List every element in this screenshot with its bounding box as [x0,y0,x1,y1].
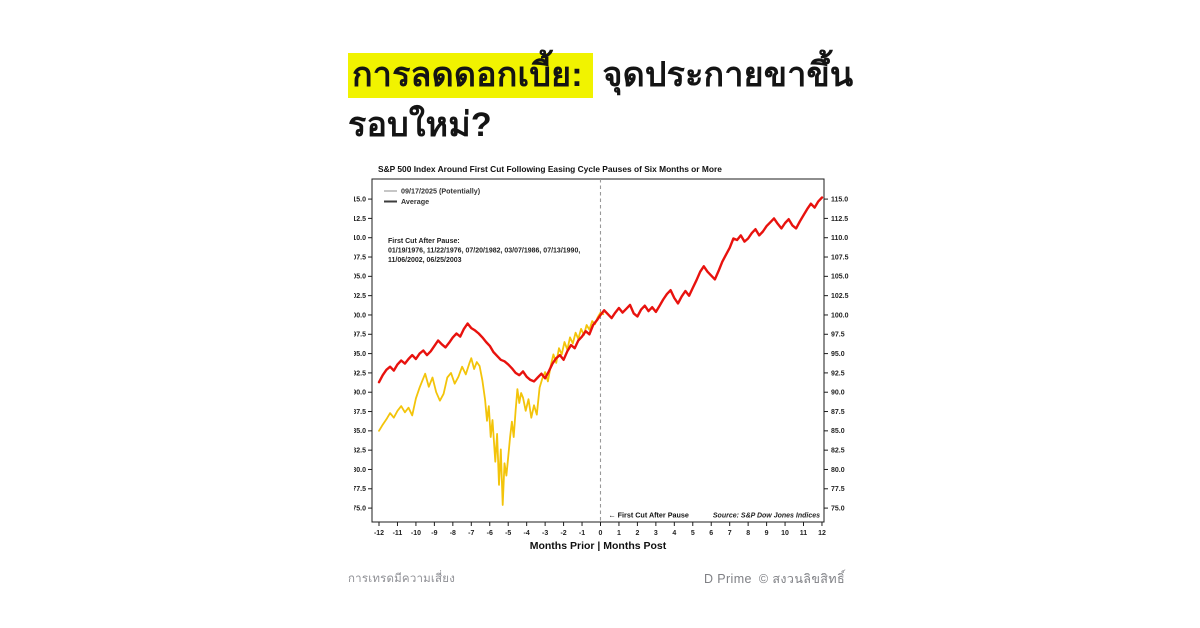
y-tick-label-left: 115.0 [354,196,366,203]
y-tick-label-left: 107.5 [354,254,366,261]
y-tick-label-left: 97.5 [354,332,366,339]
x-tick-label: 8 [746,530,750,537]
y-tick-label-left: 112.5 [354,216,366,223]
y-tick-label-left: 77.5 [354,486,366,493]
brand-name: D Prime [703,572,752,586]
y-tick-label-right: 110.0 [831,235,848,242]
x-tick-label: -6 [487,530,493,537]
y-tick-label-right: 92.5 [831,370,845,377]
y-tick-label-right: 112.5 [831,216,848,223]
y-tick-label-left: 105.0 [354,274,366,281]
legend-label: 09/17/2025 (Potentially) [401,187,481,196]
y-tick-label-right: 102.5 [831,293,849,300]
y-tick-label-left: 100.0 [354,312,366,319]
x-tick-label: -9 [431,530,437,537]
y-tick-label-right: 115.0 [831,196,848,203]
y-tick-label-right: 75.0 [831,505,845,512]
y-tick-label-right: 82.5 [831,448,845,455]
chart-svg: S&P 500 Index Around First Cut Following… [354,164,849,552]
x-tick-label: 7 [728,530,732,537]
x-tick-label: 2 [635,530,639,537]
y-tick-label-left: 85.0 [354,428,366,435]
x-tick-label: 11 [800,530,808,537]
y-tick-label-right: 100.0 [831,312,849,319]
first-cut-arrow-label: ← First Cut After Pause [608,511,688,520]
x-tick-label: 12 [818,530,826,537]
y-tick-label-left: 95.0 [354,351,366,358]
x-tick-label: 1 [617,530,621,537]
title-line-1: การลดดอกเบี้ย: จุดประกายขาขึ้น [348,50,888,100]
x-tick-label: 6 [709,530,713,537]
x-tick-label: 3 [654,530,658,537]
y-tick-label-right: 90.0 [831,390,845,397]
x-tick-label: -8 [450,530,456,537]
series-line-average [377,196,824,384]
footer-disclaimer: การเทรดมีความเสี่ยง [348,573,456,585]
chart-title: S&P 500 Index Around First Cut Following… [378,164,722,174]
copyright-text: © สงวนลิขสิทธิ์ [758,572,845,586]
title-highlight: การลดดอกเบี้ย: [348,53,593,98]
title-rest: จุดประกายขาขึ้น [592,56,854,94]
x-tick-label: 10 [781,530,789,537]
y-tick-label-right: 87.5 [831,409,845,416]
y-tick-label-left: 92.5 [354,370,366,377]
pause-dates-annotation: 11/06/2002, 06/25/2003 [388,257,462,264]
y-tick-label-right: 77.5 [831,486,845,493]
y-tick-label-left: 80.0 [354,467,366,474]
y-tick-label-left: 110.0 [354,235,366,242]
pause-dates-annotation: 01/19/1976, 11/22/1976, 07/20/1982, 03/0… [388,248,580,255]
x-tick-label: -4 [524,530,530,537]
y-tick-label-right: 105.0 [831,274,849,281]
y-tick-label-left: 90.0 [354,390,366,397]
x-axis-title: Months Prior | Months Post [530,540,667,552]
y-tick-label-right: 97.5 [831,332,845,339]
x-tick-label: 9 [765,530,769,537]
x-tick-label: -2 [560,530,566,537]
x-tick-label: -12 [374,530,384,537]
x-tick-label: -3 [542,530,548,537]
y-tick-label-right: 95.0 [831,351,845,358]
x-tick-label: 5 [691,530,695,537]
y-tick-label-right: 85.0 [831,428,845,435]
x-tick-label: 0 [599,530,603,537]
y-tick-label-left: 102.5 [354,293,366,300]
y-tick-label-right: 107.5 [831,254,849,261]
x-tick-label: -7 [468,530,474,537]
x-tick-label: -5 [505,530,511,537]
chart-panel: S&P 500 Index Around First Cut Following… [354,158,852,562]
x-tick-label: -1 [579,530,585,537]
source-annotation: Source: S&P Dow Jones Indices [713,513,820,520]
plot-border [371,178,825,523]
y-tick-label-right: 80.0 [831,467,845,474]
title-line-2: รอบใหม่? [348,106,492,144]
pause-dates-annotation: First Cut After Pause: [388,238,460,245]
series-line-09-17-2025-potentially- [378,311,605,506]
y-tick-label-left: 87.5 [354,409,366,416]
x-tick-label: -11 [393,530,403,537]
legend-label: Average [401,197,429,206]
y-tick-label-left: 75.0 [354,505,366,512]
x-tick-label: -10 [411,530,421,537]
footer-copyright: D Prime © สงวนลิขสิทธิ์ [704,569,845,589]
y-tick-label-left: 82.5 [354,448,366,455]
x-tick-label: 4 [672,530,676,537]
page-title: การลดดอกเบี้ย: จุดประกายขาขึ้น รอบใหม่? [348,50,888,150]
